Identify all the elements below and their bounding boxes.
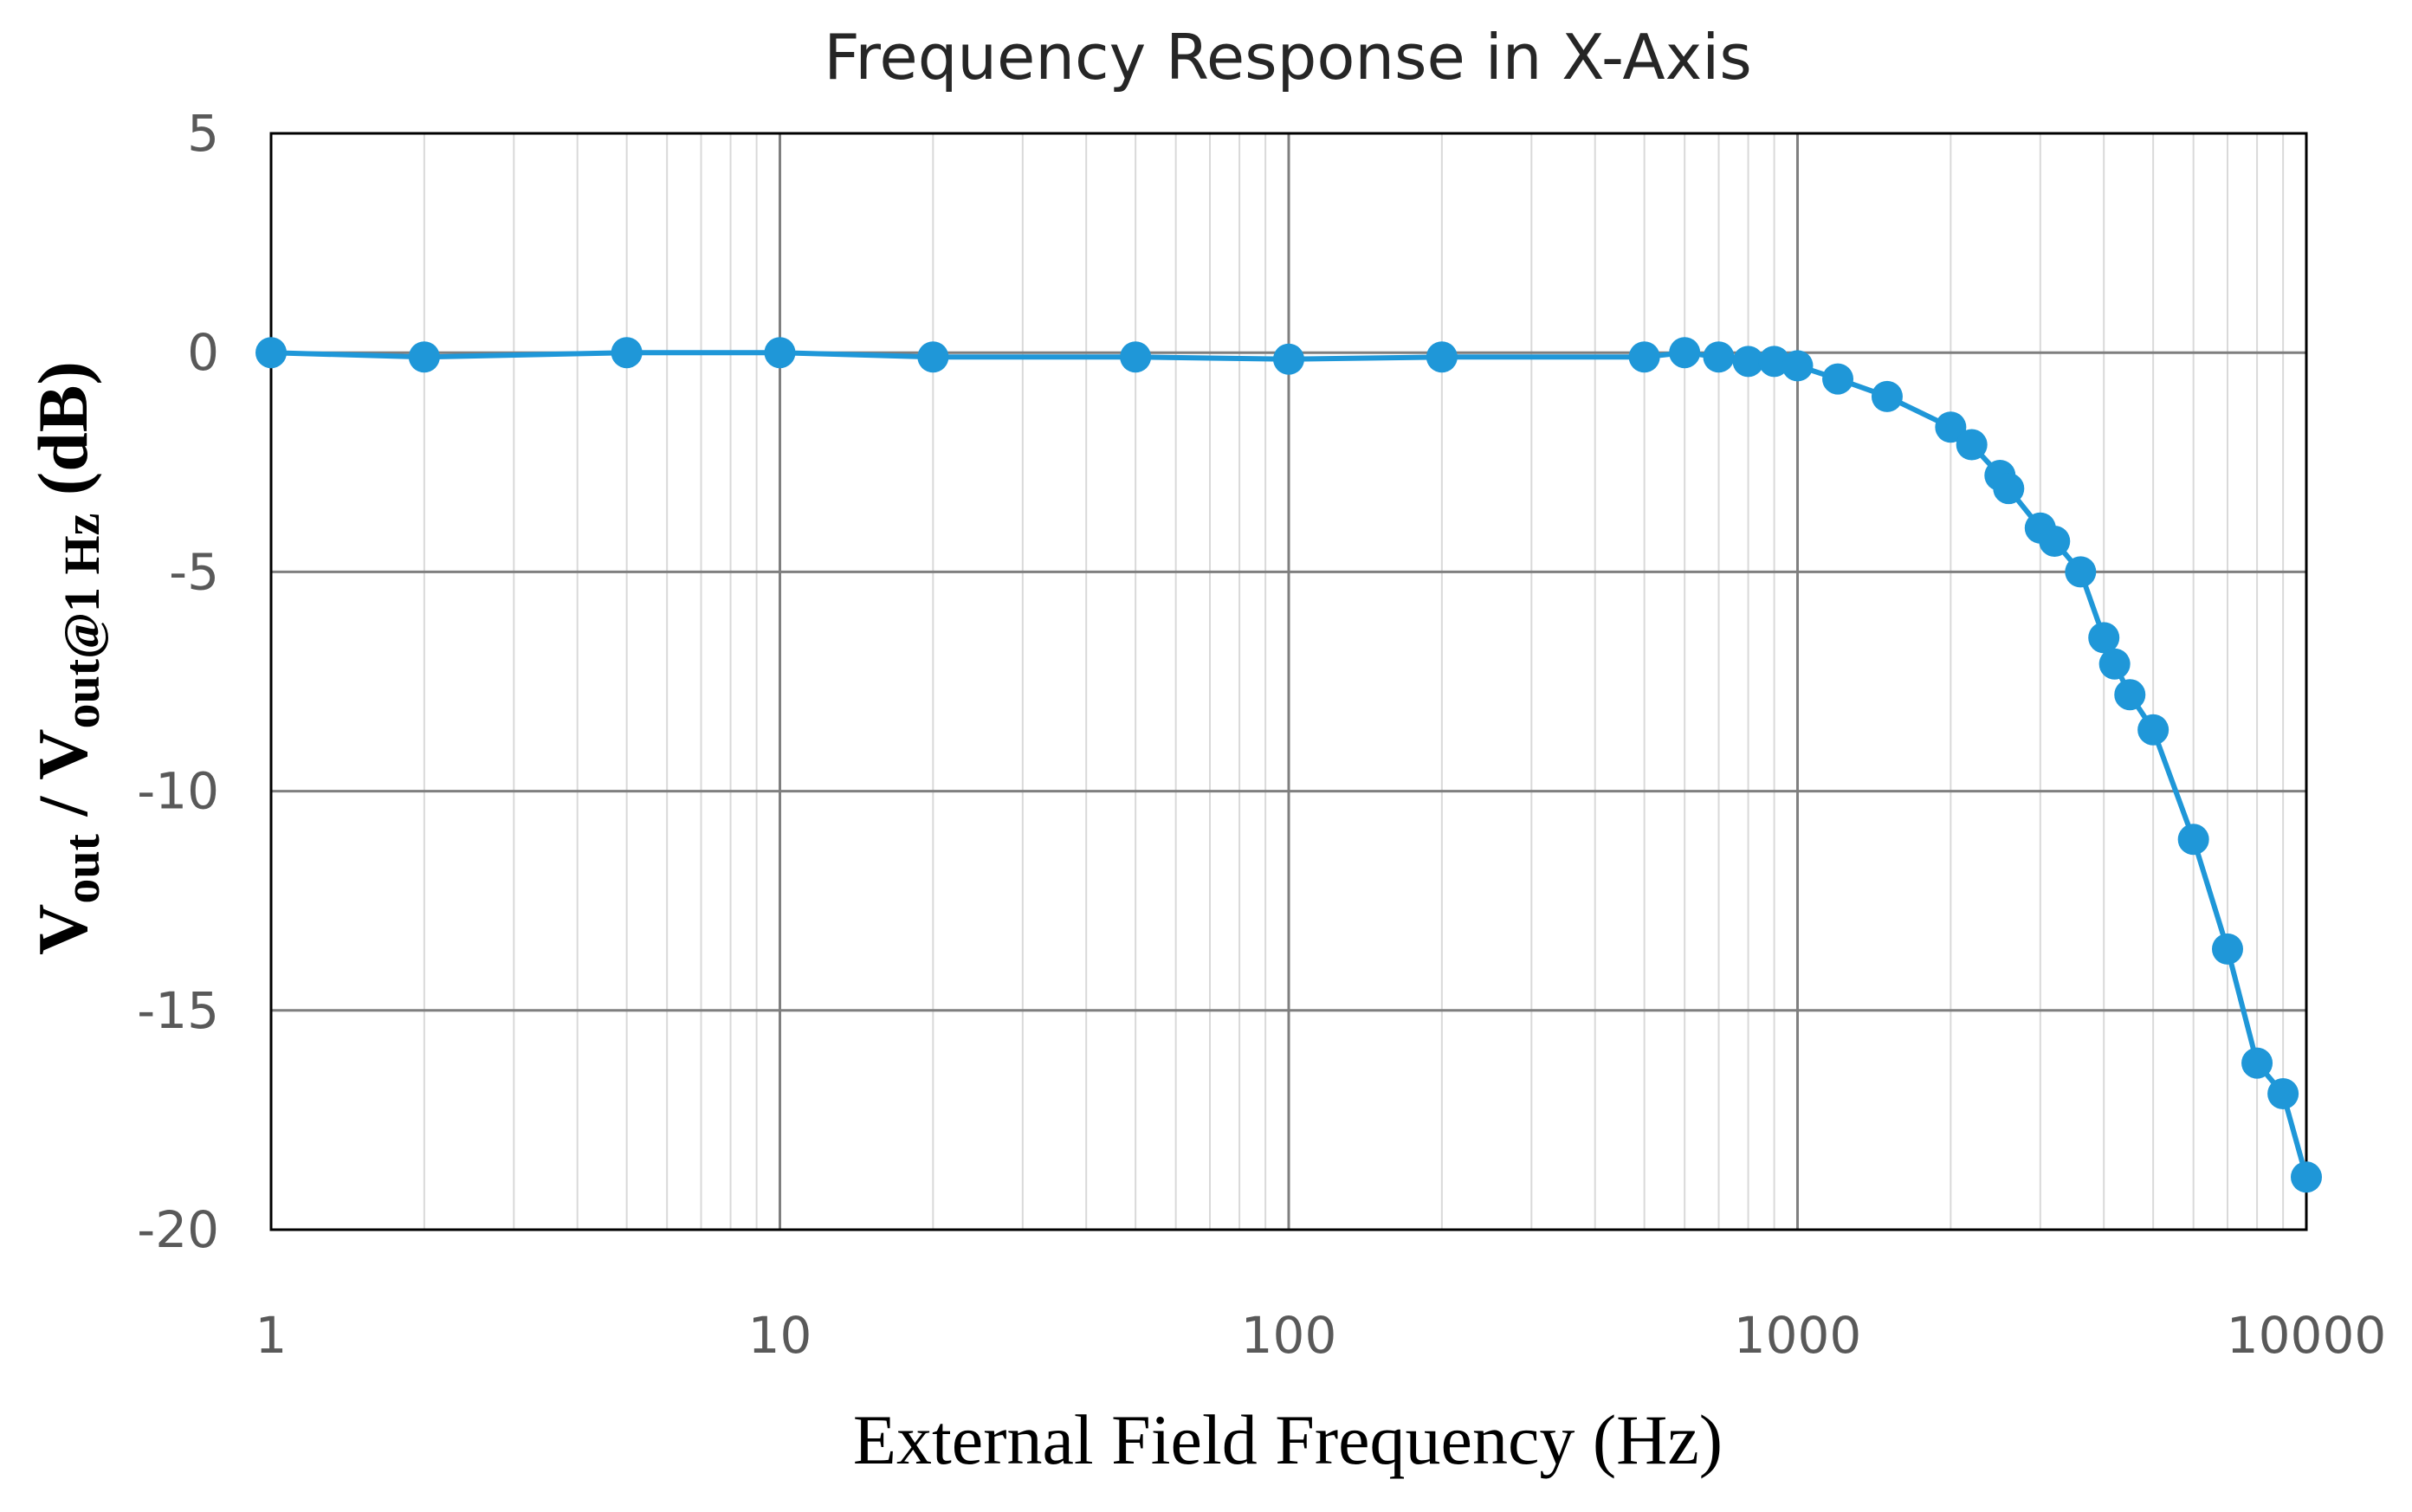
x-tick-label: 1000 [1734, 1306, 1862, 1365]
data-point [1758, 346, 1790, 378]
y-tick-labels: 5 0 -5 -10 -15 -20 [137, 104, 219, 1259]
y-tick-label: -20 [137, 1200, 219, 1259]
data-point [2098, 648, 2131, 680]
y-tick-label: -5 [169, 542, 219, 601]
data-point [1993, 473, 2025, 505]
data-point [1628, 341, 1660, 373]
data-point [2291, 1161, 2322, 1193]
series-layer [255, 337, 2322, 1193]
major-gridlines [269, 132, 2308, 1231]
data-point [1120, 341, 1152, 373]
x-axis-label: External Field Frequency (Hz) [853, 1400, 1723, 1479]
y-tick-label: 5 [187, 104, 219, 163]
data-point [2065, 556, 2097, 588]
data-point [255, 337, 287, 369]
data-point [1956, 429, 1988, 461]
data-point [2088, 622, 2120, 654]
y-tick-label: 0 [187, 323, 219, 382]
x-tick-label: 1 [255, 1306, 288, 1365]
data-point [1273, 343, 1304, 375]
data-point [1703, 341, 1735, 373]
data-point [2177, 824, 2209, 856]
data-point [764, 337, 796, 369]
data-point [2241, 1047, 2273, 1079]
data-point [2267, 1078, 2299, 1110]
data-point [1732, 346, 1764, 378]
plot-frame [269, 132, 2308, 1231]
data-point [2114, 679, 2146, 711]
y-axis-label-sub1: out [54, 833, 110, 903]
data-point [611, 337, 643, 369]
data-point [2211, 933, 2243, 965]
data-point [917, 341, 949, 373]
y-axis-label: Vout / Vout@1 Hz (dB) [23, 361, 110, 955]
data-point [408, 341, 440, 373]
data-point [2039, 525, 2071, 557]
y-axis-label-v1: V [23, 904, 102, 955]
data-point [1871, 380, 1903, 412]
chart-title: Frequency Response in X-Axis [824, 21, 1752, 94]
y-tick-label: -10 [137, 762, 219, 821]
data-point [2137, 714, 2170, 746]
x-tick-labels: 1 10 100 1000 10000 [255, 1306, 2387, 1365]
data-point [1935, 411, 1967, 443]
y-tick-label: -15 [137, 981, 219, 1040]
data-point [1426, 341, 1458, 373]
data-point [1822, 363, 1854, 395]
y-axis-label-mid: / V [23, 728, 102, 834]
y-axis-label-sub2: out@1 Hz [54, 514, 110, 729]
x-tick-label: 100 [1241, 1306, 1337, 1365]
minor-gridlines [423, 133, 2285, 1230]
y-axis-label-unit: (dB) [23, 361, 102, 513]
data-point [1782, 350, 1814, 382]
data-point [1669, 337, 1701, 369]
x-tick-label: 10 [748, 1306, 812, 1365]
x-tick-label: 10000 [2227, 1306, 2387, 1365]
